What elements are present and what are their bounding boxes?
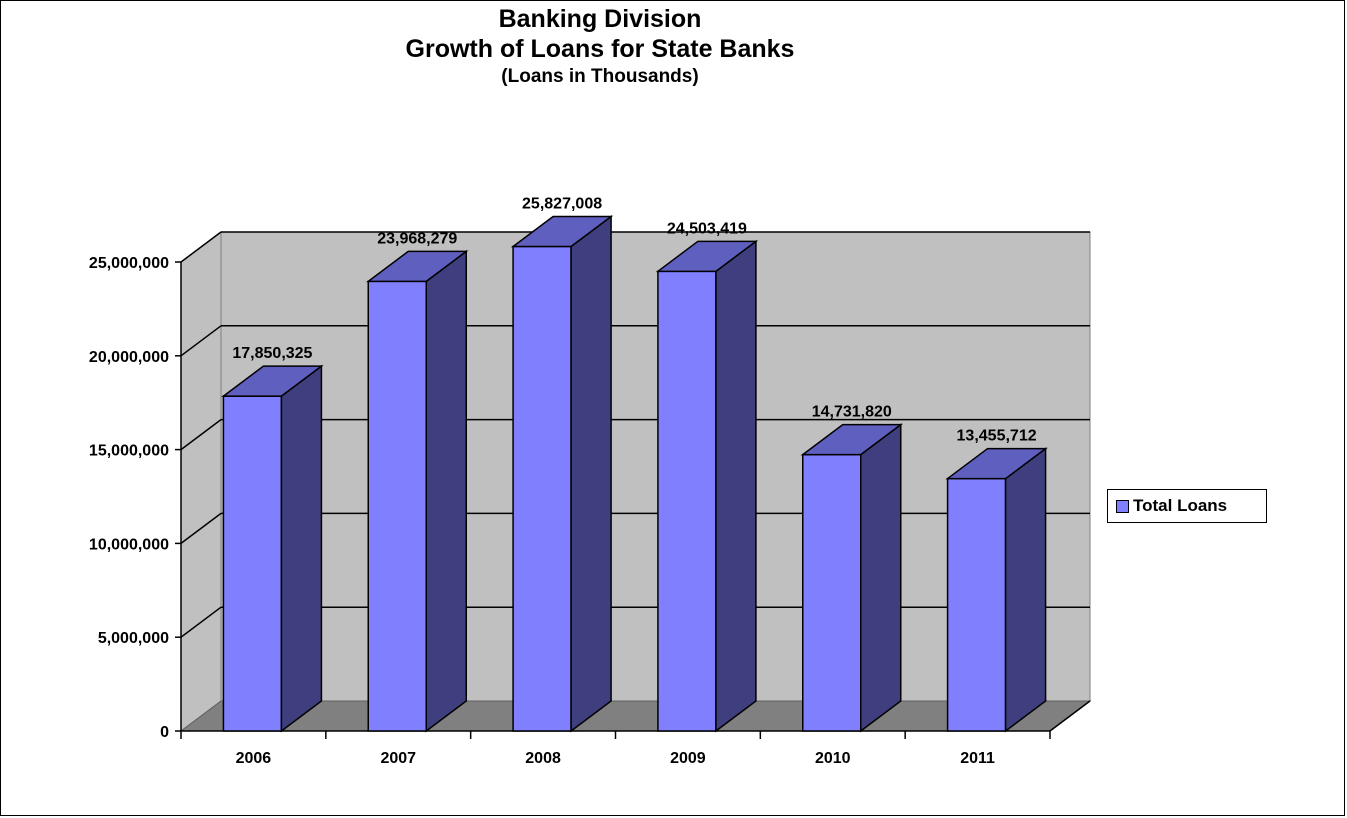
chart-units-note: (Loans in Thousands) bbox=[501, 66, 699, 87]
bar-top bbox=[365, 250, 469, 283]
y-tick-label: 10,000,000 bbox=[89, 536, 169, 553]
gridline-side bbox=[180, 231, 222, 263]
x-tick-label: 2011 bbox=[960, 750, 995, 767]
gridline-side bbox=[180, 325, 222, 357]
x-tick-label: 2006 bbox=[236, 750, 272, 767]
chart-subtitle: Growth of Loans for State Banks bbox=[405, 35, 795, 63]
bar-top bbox=[221, 365, 324, 397]
bar-top bbox=[800, 423, 903, 456]
bar-top bbox=[945, 447, 1048, 480]
y-tick-label: 0 bbox=[160, 724, 169, 741]
y-tick-label: 20,000,000 bbox=[89, 349, 169, 366]
gridline-side bbox=[180, 512, 222, 545]
bar bbox=[512, 245, 572, 732]
data-label: 13,455,712 bbox=[957, 428, 1037, 445]
legend: Total Loans bbox=[1107, 489, 1267, 523]
data-label: 25,827,008 bbox=[522, 195, 602, 212]
side-wall bbox=[180, 231, 222, 732]
y-tick-label: 5,000,000 bbox=[98, 630, 169, 647]
bar bbox=[367, 280, 427, 732]
bar bbox=[946, 477, 1007, 732]
bar-side bbox=[715, 239, 757, 733]
y-tick-label: 15,000,000 bbox=[89, 443, 169, 460]
x-tick-label: 2010 bbox=[815, 750, 851, 767]
gridline-side bbox=[180, 419, 222, 451]
floor-edge bbox=[1049, 700, 1091, 732]
gridline-side bbox=[180, 606, 222, 638]
x-tick-label: 2007 bbox=[380, 750, 416, 767]
data-label: 24,503,419 bbox=[667, 220, 747, 237]
bar-side bbox=[860, 423, 902, 733]
bar-side bbox=[425, 249, 467, 733]
bar-side bbox=[570, 214, 612, 733]
x-tick-label: 2009 bbox=[670, 750, 706, 767]
bar-side bbox=[280, 364, 323, 733]
data-label: 14,731,820 bbox=[812, 404, 892, 421]
bar bbox=[657, 270, 717, 732]
chart-titles: Banking Division Growth of Loans for Sta… bbox=[0, 4, 1200, 90]
bar bbox=[802, 453, 862, 732]
y-tick-label: 25,000,000 bbox=[89, 255, 169, 272]
bar bbox=[222, 395, 283, 732]
chart-title: Banking Division bbox=[498, 5, 702, 33]
legend-swatch bbox=[1116, 499, 1129, 513]
legend-label: Total Loans bbox=[1133, 496, 1228, 515]
data-label: 17,850,325 bbox=[232, 345, 312, 362]
bar-top bbox=[510, 215, 614, 248]
x-tick-label: 2008 bbox=[525, 750, 561, 767]
bar-top bbox=[655, 240, 759, 273]
data-label: 23,968,279 bbox=[377, 230, 457, 247]
bar-side bbox=[1004, 447, 1047, 733]
